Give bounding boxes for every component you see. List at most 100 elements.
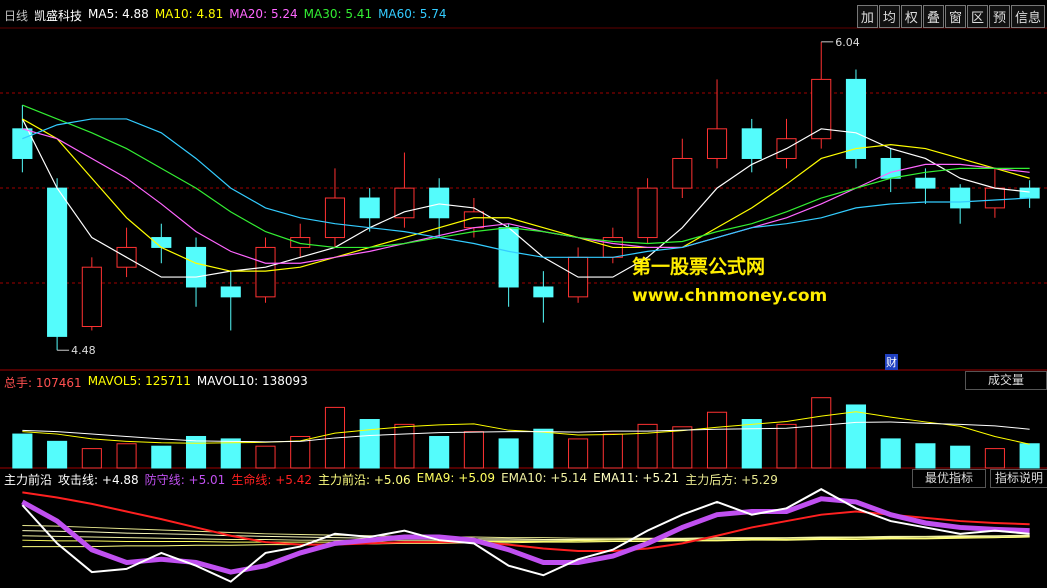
readout-name: 攻击线 <box>58 473 102 487</box>
line <box>22 536 1030 543</box>
volume-bar <box>498 438 519 469</box>
readout-name: MA10 <box>155 7 197 21</box>
readout-value: +5.21 <box>642 471 680 485</box>
readout-value: +4.88 <box>101 473 139 487</box>
main-header: 日线 凯盛科技 MA54.88MA104.81MA205.24MA305.41M… <box>4 7 447 24</box>
toolbar-button[interactable]: 区 <box>966 5 988 28</box>
toolbar-button[interactable]: 加 <box>856 5 878 28</box>
watermark: 第一股票公式网 <box>632 256 766 278</box>
line <box>22 535 1030 541</box>
toolbar: 加均权叠窗区预信息 <box>856 5 1045 28</box>
candle-body <box>359 197 380 219</box>
volume-bar <box>463 431 484 469</box>
readout: MA104.81 <box>155 7 223 24</box>
readout-name: EMA10 <box>501 471 550 485</box>
candle-body <box>394 187 415 219</box>
volume-bar <box>47 440 68 469</box>
volume-bar <box>602 433 623 469</box>
toolbar-button[interactable]: 窗 <box>944 5 966 28</box>
annotation: 6.04 <box>835 36 860 49</box>
readout: MA54.88 <box>88 7 149 24</box>
readout: MAVOL10138093 <box>197 374 308 391</box>
line <box>21 488 1030 583</box>
volume-bar <box>1019 443 1040 469</box>
volume-header: 总手107461 MAVOL5125711 MAVOL10138093 <box>4 374 308 391</box>
period: 日线 <box>4 9 29 23</box>
volume-bar <box>151 445 172 469</box>
volume-bar <box>81 448 102 469</box>
readout-name: 主力后方 <box>685 473 741 487</box>
line <box>22 128 1030 264</box>
readout-value: +5.06 <box>373 473 411 487</box>
readout: 攻击线+4.88 <box>58 471 139 488</box>
volume-bar <box>359 419 380 469</box>
indicator-title: 主力前沿 <box>4 473 53 487</box>
volume-bar <box>12 433 33 469</box>
readout: MAVOL5125711 <box>88 374 191 391</box>
toolbar-button[interactable]: 均 <box>878 5 900 28</box>
candle-body <box>81 266 102 328</box>
indicator-button[interactable]: 最优指标 <box>912 469 986 488</box>
candle-body <box>741 128 762 159</box>
volume-bar <box>185 435 207 469</box>
readout-value: 125711 <box>145 374 191 388</box>
readout-name: MA5 <box>88 7 122 21</box>
line <box>22 525 1030 539</box>
toolbar-button[interactable]: 信息 <box>1010 5 1045 28</box>
volume-bar <box>568 438 589 469</box>
readout-value: 5.74 <box>419 7 447 21</box>
volume-bar <box>741 419 762 469</box>
volume-bar <box>776 423 797 469</box>
candle-body <box>845 78 867 159</box>
candle-body <box>255 246 276 298</box>
volume-bar <box>290 435 311 469</box>
volume-bar <box>394 423 415 469</box>
candle-body <box>811 78 832 140</box>
toolbar-button[interactable]: 权 <box>900 5 922 28</box>
volume-button[interactable]: 成交量 <box>965 371 1047 390</box>
readout-value: 107461 <box>35 376 82 390</box>
volume-bar <box>811 397 832 469</box>
readout: 总手107461 <box>4 374 82 391</box>
readout-value: 138093 <box>261 374 308 388</box>
candle-body <box>324 197 346 239</box>
line <box>22 491 1030 553</box>
volume-bar <box>429 435 450 469</box>
readout: MA205.24 <box>229 7 297 24</box>
volume-bar <box>637 423 658 469</box>
line <box>21 118 1030 278</box>
watermark: www.chnmoney.com <box>632 286 828 306</box>
readout-name: EMA9 <box>417 471 459 485</box>
readout: 主力后方+5.29 <box>685 471 778 488</box>
readout-name: MA30 <box>304 7 346 21</box>
volume-bar <box>950 445 971 469</box>
readout-value: +5.14 <box>550 471 588 485</box>
readout-value: +5.01 <box>188 473 226 487</box>
indicator-header: 主力前沿 攻击线+4.88防守线+5.01生命线+5.42主力前沿+5.06EM… <box>4 471 778 488</box>
candle-body <box>220 286 241 298</box>
readout: 防守线+5.01 <box>145 471 226 488</box>
toolbar-button[interactable]: 预 <box>988 5 1010 28</box>
readout-value: +5.09 <box>458 471 496 485</box>
readout: EMA10+5.14 <box>501 471 587 488</box>
candle-body <box>950 187 971 209</box>
readout-value: 5.24 <box>270 7 298 21</box>
candle-body <box>185 246 207 288</box>
toolbar-button[interactable]: 叠 <box>922 5 944 28</box>
line <box>22 536 1030 548</box>
readout-name: MAVOL10 <box>197 374 262 388</box>
candle-body <box>915 177 936 189</box>
readout-name: EMA11 <box>593 471 642 485</box>
volume-bar <box>706 411 728 469</box>
candle-body <box>290 237 311 248</box>
readout-name: 主力前沿 <box>318 473 374 487</box>
volume-bar <box>533 428 554 469</box>
candle-body <box>533 286 554 298</box>
readout: EMA9+5.09 <box>417 471 495 488</box>
indicator-button[interactable]: 指标说明 <box>990 469 1047 488</box>
volume-bar <box>880 438 901 469</box>
candle-body <box>984 187 1005 209</box>
line <box>22 118 1030 258</box>
readout-name: MA60 <box>378 7 420 21</box>
